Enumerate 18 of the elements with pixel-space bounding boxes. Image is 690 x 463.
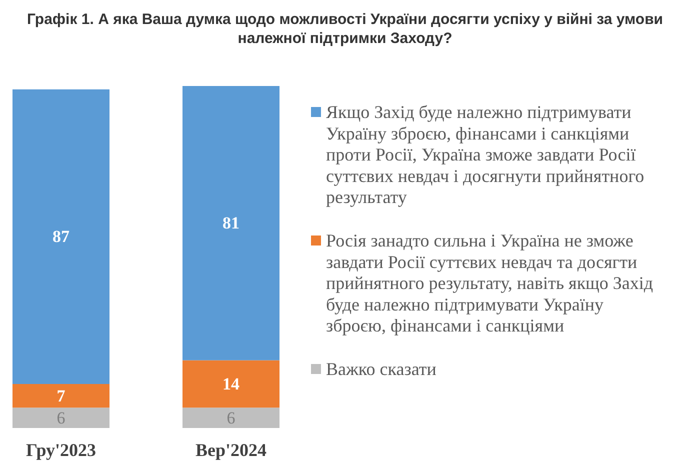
data-label: 7 <box>56 386 66 406</box>
bar <box>182 408 280 428</box>
legend-label: Якщо Захід буде належно підтримувати Україну зброєю, фінансами і санкціями проти Росії, Україна зможе завдати Росії суттєвих невдач і досягнути прийнятного результату <box>326 102 644 208</box>
bar <box>182 360 280 408</box>
bar <box>182 86 280 360</box>
data-label: 81 <box>222 214 240 233</box>
x-tick-label: Вер'2024 <box>195 440 267 460</box>
chart-title: Графік 1. А яка Ваша думка щодо можливості України досягти успіху у війні за умови належної підтримки Заходу? <box>26 11 664 47</box>
x-tick-label: Гру'2023 <box>26 440 96 460</box>
data-label: 6 <box>56 408 66 428</box>
legend-label: Важко сказати <box>326 359 437 379</box>
bar <box>12 408 110 428</box>
bar <box>12 384 110 408</box>
data-label: 6 <box>226 408 236 428</box>
data-label: 87 <box>52 227 70 246</box>
data-label: 14 <box>222 374 240 394</box>
bar <box>12 89 110 384</box>
legend-label: Росія занадто сильна і Україна не зможе завдати Росії суттєвих невдач та досягти прийнятного результату, навіть якщо Захід буде належно підтримувати Україну зброєю, фінансами і санкціями <box>326 230 654 336</box>
